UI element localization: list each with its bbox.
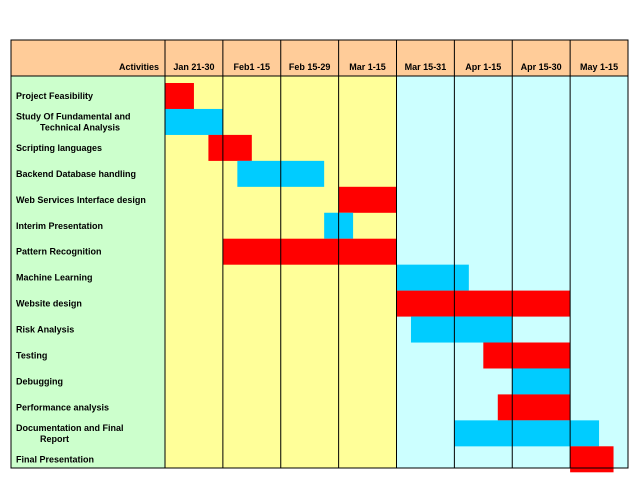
- activity-label: Project Feasibility: [16, 91, 93, 101]
- activity-label: Risk Analysis: [16, 325, 74, 335]
- gantt-bar: [483, 342, 571, 369]
- gantt-bar: [208, 134, 252, 161]
- activity-label: Performance analysis: [16, 402, 109, 412]
- table-border: [10, 39, 629, 469]
- activity-label: Web Services Interface design: [16, 195, 146, 205]
- activity-label: Study Of Fundamental and: [16, 111, 131, 121]
- period-header: Feb 15-29: [289, 62, 331, 72]
- gantt-bar: [165, 108, 223, 135]
- activity-label: Final Presentation: [16, 454, 94, 464]
- period-header: Jan 21-30: [173, 62, 214, 72]
- activity-label: Scripting languages: [16, 143, 102, 153]
- gantt-bar: [410, 316, 513, 343]
- activity-label: Debugging: [16, 376, 63, 386]
- period-header: Mar 1-15: [349, 62, 386, 72]
- period-header: Apr 1-15: [465, 62, 501, 72]
- gantt-bar: [165, 83, 194, 109]
- gantt-bar: [497, 394, 571, 421]
- gantt-bar: [512, 368, 571, 395]
- activity-label: Backend Database handling: [16, 169, 136, 179]
- period-header: Feb1 -15: [234, 62, 271, 72]
- activity-label: Website design: [16, 299, 82, 309]
- activities-header: Activities: [119, 62, 159, 72]
- gantt-bar: [222, 238, 397, 265]
- gantt-bar: [396, 264, 469, 291]
- gantt-bar: [338, 186, 397, 213]
- period-header: Apr 15-30: [521, 62, 562, 72]
- header-background: [11, 40, 628, 76]
- activity-label: Pattern Recognition: [16, 247, 102, 257]
- activity-label: Technical Analysis: [40, 122, 120, 132]
- activity-label: Interim Presentation: [16, 221, 103, 231]
- activity-label: Machine Learning: [16, 273, 93, 283]
- period-header: May 1-15: [580, 62, 618, 72]
- activity-label: Documentation and Final: [16, 423, 124, 433]
- gantt-bar: [454, 420, 600, 447]
- activity-column-background: [11, 76, 165, 468]
- activity-label: Testing: [16, 351, 47, 361]
- activity-label: Report: [40, 434, 69, 444]
- period-header: Mar 15-31: [405, 62, 447, 72]
- gantt-bar: [396, 290, 571, 317]
